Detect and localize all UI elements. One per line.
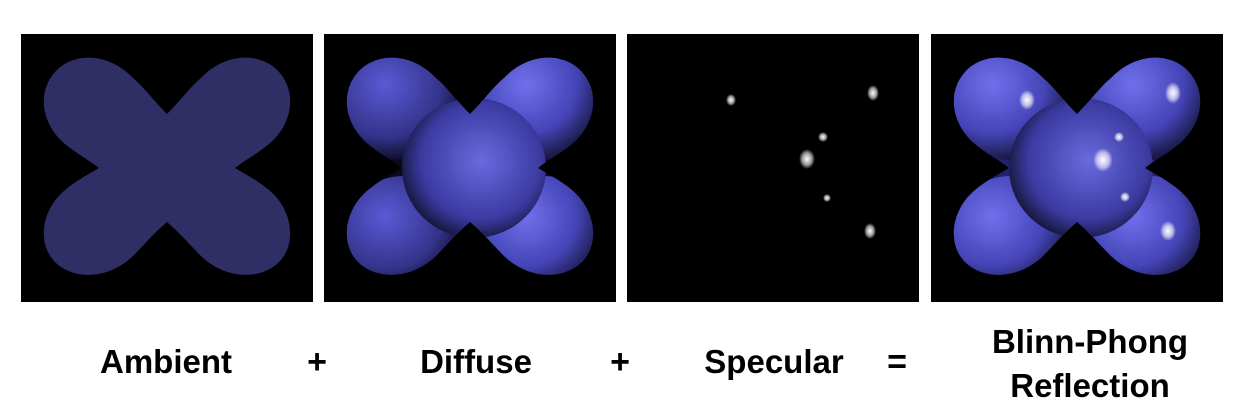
diffuse-shape-icon xyxy=(346,57,594,275)
ambient-shape-icon xyxy=(43,57,291,275)
diffuse-label: Diffuse xyxy=(420,343,532,380)
blinn-phong-shape-icon xyxy=(953,57,1201,275)
specular-highlights-icon xyxy=(726,85,879,239)
blinn-phong-panel xyxy=(931,34,1223,302)
ambient-panel xyxy=(21,34,313,302)
blinn-phong-label-line1: Blinn-Phong xyxy=(991,323,1189,360)
ambient-label: Ambient xyxy=(100,343,232,380)
blinn-phong-label-line2: Reflection xyxy=(1010,367,1170,404)
specular-label: Specular xyxy=(704,343,844,380)
blinn-phong-label: Blinn-Phong Reflection xyxy=(960,320,1220,408)
plus-operator: + xyxy=(610,343,630,381)
equals-operator: = xyxy=(887,343,907,381)
specular-panel xyxy=(627,34,919,302)
diffuse-panel xyxy=(324,34,616,302)
plus-operator: + xyxy=(307,343,327,381)
